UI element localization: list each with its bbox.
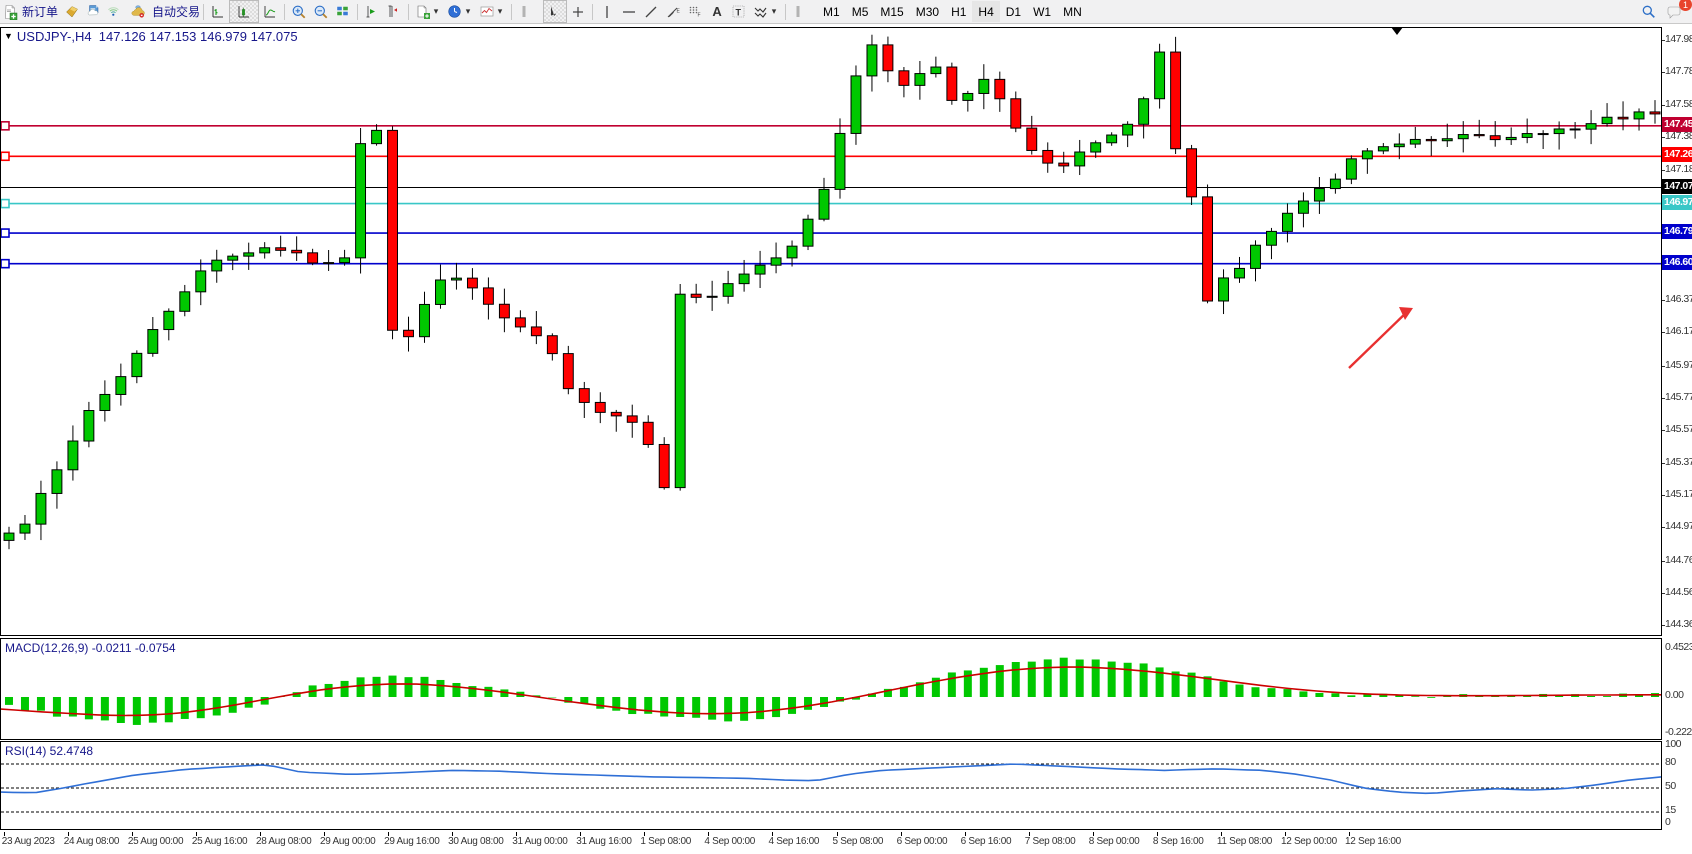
svg-text:E: E	[677, 8, 681, 14]
svg-text:T: T	[736, 7, 742, 17]
svg-text:F: F	[698, 12, 701, 18]
